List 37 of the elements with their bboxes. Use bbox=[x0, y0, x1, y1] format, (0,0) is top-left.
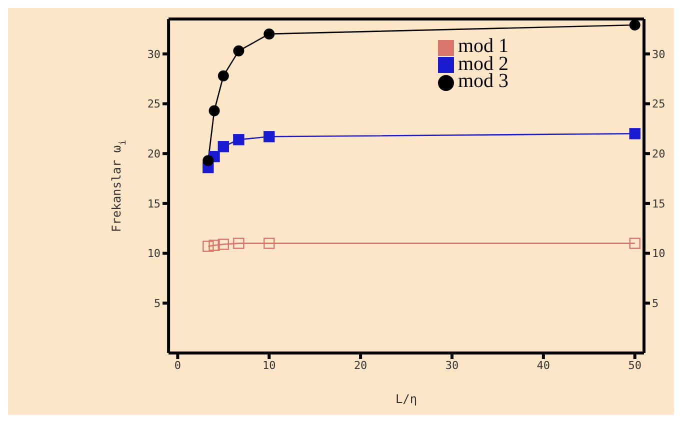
point bbox=[208, 240, 220, 251]
x-axis-title: L/η bbox=[395, 392, 418, 406]
y-tick-label: 15 bbox=[147, 197, 161, 210]
x-tick-label: 20 bbox=[354, 358, 368, 372]
y-tick-label: 10 bbox=[147, 247, 161, 260]
y2-tick-label: 10 bbox=[652, 247, 666, 260]
point bbox=[218, 238, 230, 250]
point bbox=[264, 28, 275, 40]
point bbox=[629, 19, 640, 30]
point bbox=[202, 240, 214, 252]
y2-tick-label: 20 bbox=[652, 148, 666, 160]
x-tick-label: 50 bbox=[628, 358, 642, 372]
y2-tick-label: 25 bbox=[652, 98, 666, 111]
y2-tick-label: 30 bbox=[652, 48, 666, 61]
point bbox=[629, 238, 640, 249]
point bbox=[208, 105, 220, 116]
y-tick-label: 25 bbox=[147, 98, 161, 111]
y-tick-label: 5 bbox=[154, 297, 161, 310]
point bbox=[202, 155, 214, 166]
x-tick-label: 40 bbox=[536, 358, 550, 372]
y-tick-label: 30 bbox=[147, 48, 161, 61]
x-tick-label: 30 bbox=[445, 358, 459, 372]
legend-label: mod 3 bbox=[458, 70, 509, 92]
y-tick-label: 20 bbox=[147, 148, 161, 160]
point bbox=[233, 134, 244, 146]
point bbox=[629, 128, 640, 140]
point bbox=[264, 238, 275, 249]
y2-tick-label: 5 bbox=[652, 297, 659, 310]
point bbox=[264, 131, 275, 142]
legend-label: mod 1 bbox=[458, 35, 509, 57]
x-tick-label: 0 bbox=[174, 358, 182, 372]
point bbox=[233, 238, 244, 249]
point bbox=[218, 70, 229, 82]
x-tick-label: 10 bbox=[262, 358, 276, 372]
point bbox=[233, 45, 244, 56]
point bbox=[218, 141, 230, 152]
y2-tick-label: 15 bbox=[652, 197, 666, 210]
